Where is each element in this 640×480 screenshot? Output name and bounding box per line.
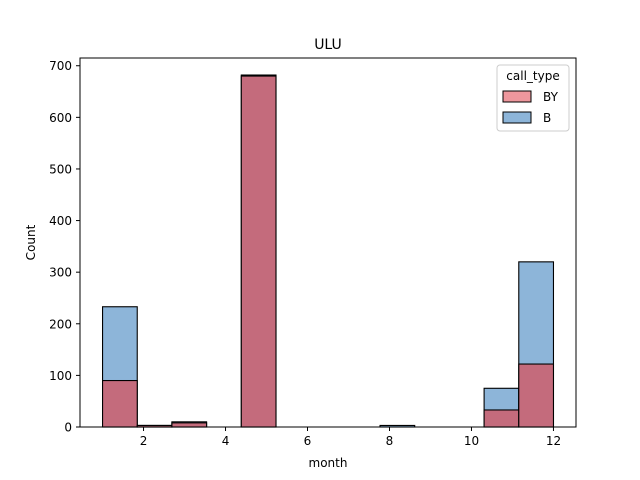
x-tick-label: 8 bbox=[386, 434, 394, 448]
x-tick-label: 12 bbox=[546, 434, 561, 448]
plot-frame bbox=[79, 57, 577, 428]
y-tick-label: 600 bbox=[49, 111, 72, 125]
chart-title: ULU bbox=[314, 37, 342, 53]
x-tick-label: 2 bbox=[140, 434, 148, 448]
y-tick-label: 700 bbox=[49, 59, 72, 73]
bar-by-3 bbox=[240, 75, 277, 428]
y-tick-label: 300 bbox=[49, 266, 72, 280]
x-tick-label: 6 bbox=[304, 434, 312, 448]
bar-by-4 bbox=[483, 409, 520, 428]
legend-label-b: B bbox=[543, 111, 551, 125]
bars-layer bbox=[102, 74, 555, 428]
legend-title: call_type bbox=[506, 69, 559, 83]
legend-swatch-by bbox=[502, 90, 532, 103]
legend: call_type BY B bbox=[496, 64, 570, 132]
x-axis-label: month bbox=[309, 456, 348, 470]
y-tick-label: 0 bbox=[64, 421, 72, 435]
y-tick-label: 500 bbox=[49, 162, 72, 176]
y-tick-label: 200 bbox=[49, 317, 72, 331]
y-axis-label: Count bbox=[24, 224, 38, 260]
bar-by-2 bbox=[171, 422, 208, 428]
bar-by-5 bbox=[518, 363, 555, 428]
x-tick-label: 10 bbox=[464, 434, 479, 448]
legend-swatch-b bbox=[502, 111, 532, 124]
axes-layer: 2 4 6 8 10 12 0 100 200 300 400 500 600 700 bbox=[49, 57, 577, 448]
x-tick-label: 4 bbox=[222, 434, 230, 448]
legend-label-by: BY bbox=[543, 90, 559, 104]
y-tick-label: 400 bbox=[49, 214, 72, 228]
bar-by-0 bbox=[102, 379, 138, 428]
y-tick-label: 100 bbox=[49, 369, 72, 383]
